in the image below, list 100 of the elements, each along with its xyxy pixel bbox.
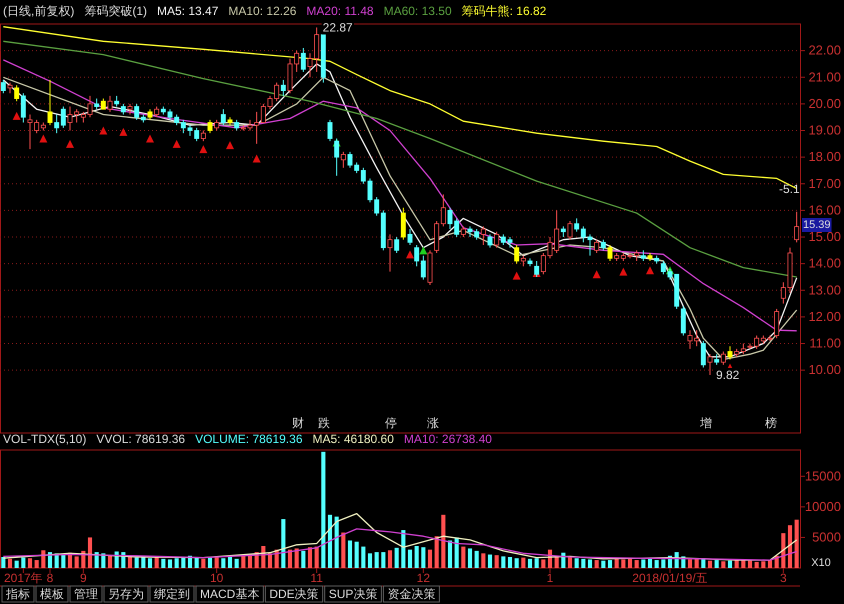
annotation: 9.82 — [716, 368, 740, 382]
candlestick — [488, 234, 492, 248]
point — [119, 128, 128, 136]
bar — [661, 559, 666, 568]
x-tick-label: 2017年 — [4, 571, 43, 585]
point — [512, 272, 521, 280]
bar — [14, 560, 19, 568]
bar — [501, 556, 506, 568]
bar — [721, 561, 726, 568]
candlestick — [334, 138, 340, 176]
bar — [414, 546, 419, 568]
y-tick-label: 14.00 — [808, 256, 841, 271]
candlestick — [208, 119, 212, 134]
point — [646, 266, 654, 274]
candlestick — [420, 255, 426, 280]
bar — [614, 558, 619, 568]
bar — [514, 558, 519, 568]
bar — [474, 550, 479, 568]
x-tick-label: 9 — [80, 571, 87, 585]
bar — [21, 558, 26, 568]
candlestick — [708, 354, 712, 376]
bar — [434, 536, 439, 568]
bar — [168, 559, 172, 568]
bar — [481, 553, 486, 568]
annotation: 财 — [292, 416, 304, 430]
point — [406, 250, 414, 258]
bar — [348, 540, 352, 568]
bar — [541, 559, 546, 568]
bar — [394, 548, 399, 568]
bar — [28, 558, 32, 568]
y-tick-label: 10.00 — [808, 362, 841, 378]
candlestick — [134, 103, 140, 120]
bar — [381, 552, 386, 568]
bar — [288, 550, 292, 568]
bar — [788, 525, 792, 568]
candlestick — [234, 119, 240, 132]
bar — [654, 560, 659, 568]
candlestick — [20, 92, 26, 124]
bar — [641, 559, 646, 568]
bar — [108, 556, 112, 568]
line-series — [2, 40, 798, 278]
candlestick — [640, 250, 646, 262]
bar — [634, 560, 639, 568]
candlestick — [400, 207, 406, 240]
bar — [461, 546, 466, 568]
candlestick — [774, 308, 780, 339]
text: MA5: 13.47 — [157, 4, 219, 18]
bar — [61, 554, 66, 568]
bar — [521, 558, 526, 568]
bar — [354, 542, 359, 568]
x-tick-label: 12 — [416, 571, 430, 585]
annotation: 22.87 — [322, 20, 354, 34]
x-tick-label: 2018/01/19/五 — [632, 571, 708, 585]
bar — [608, 560, 612, 568]
y-tick-label: 17.00 — [808, 176, 841, 191]
text: MA20: 11.48 — [306, 4, 374, 18]
text: MA60: 13.50 — [384, 4, 452, 18]
bar — [714, 560, 719, 568]
text: 绑定到 — [154, 587, 190, 601]
candlestick — [100, 98, 106, 110]
x-tick-label: 10 — [210, 571, 224, 585]
point — [252, 154, 261, 162]
text: MACD基本 — [200, 587, 260, 601]
y-tick-label: 15000 — [804, 468, 841, 484]
text: 管理 — [74, 587, 98, 601]
text: 资金决策 — [387, 587, 436, 601]
bar — [374, 552, 379, 568]
bar — [321, 452, 326, 568]
candlestick — [440, 194, 446, 227]
point — [39, 134, 48, 142]
x-tick-label: 1 — [546, 571, 554, 585]
bar — [401, 530, 406, 568]
candlestick — [608, 244, 612, 262]
annotation: 增 — [699, 416, 712, 430]
bar — [588, 559, 592, 568]
candlestick — [114, 95, 120, 108]
candlestick — [328, 119, 332, 142]
candlestick — [794, 211, 800, 243]
bar — [708, 560, 712, 568]
candlestick — [394, 236, 400, 254]
bar — [148, 558, 152, 568]
point — [619, 268, 628, 276]
bar — [574, 558, 579, 568]
point — [592, 270, 601, 278]
bar — [534, 558, 539, 568]
bar — [581, 558, 586, 568]
bar — [448, 540, 452, 568]
bar — [1, 556, 6, 568]
text: 另存为 — [108, 587, 144, 601]
candlestick — [200, 130, 206, 142]
candlestick — [148, 108, 152, 120]
text: DDE决策 — [269, 587, 319, 601]
candlestick — [680, 306, 686, 336]
bar — [228, 556, 232, 568]
text: SUP决策 — [328, 587, 378, 601]
bar — [488, 554, 492, 568]
bar — [368, 553, 372, 568]
candlestick — [8, 82, 12, 94]
candlestick — [0, 79, 6, 94]
bar — [301, 550, 306, 568]
